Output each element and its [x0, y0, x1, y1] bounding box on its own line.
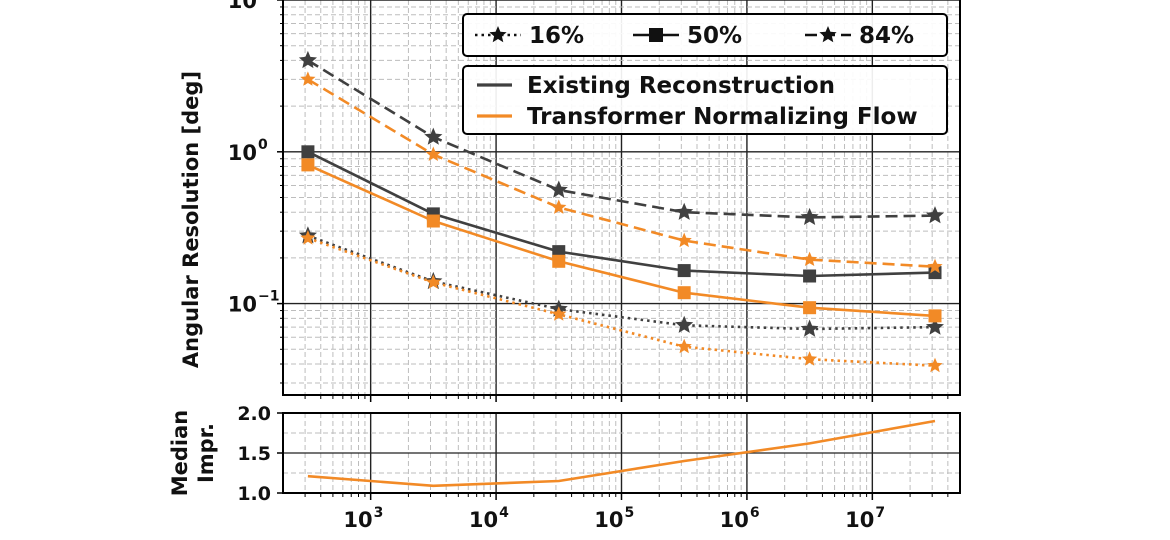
star-marker: [927, 258, 943, 274]
series-line: [307, 150, 936, 278]
x-tick-exponent: 6: [750, 505, 760, 521]
ratio-line: [307, 419, 936, 488]
x-tick-exponent: 4: [499, 505, 509, 521]
y-tick-exponent: −1: [258, 289, 279, 305]
y-tick-label: 10: [228, 141, 257, 165]
y-tick-label: 10: [228, 293, 257, 317]
x-tick-label: 10: [845, 508, 874, 532]
star-marker: [424, 127, 443, 145]
square-marker: [301, 145, 315, 159]
star-marker: [425, 146, 441, 161]
square-marker: [803, 269, 817, 283]
star-marker: [800, 207, 819, 225]
star-marker: [549, 180, 568, 198]
star-marker: [676, 232, 692, 248]
series-line: [307, 78, 936, 268]
main-plot-series: [298, 50, 944, 373]
square-marker: [301, 158, 315, 172]
legend-square-marker: [649, 28, 663, 42]
series-line: [307, 163, 936, 318]
ratio-plot-ticks: 10 3 10 4 10 5 10 6 10 71.01.52.0: [237, 403, 949, 532]
star-marker: [675, 315, 694, 333]
series-line: [307, 236, 936, 367]
legend-method-label: Transformer Normalizing Flow: [527, 104, 918, 130]
star-marker: [300, 230, 316, 245]
ratio-plot-series: [307, 419, 936, 488]
quantile-legend: 16% 50% 84%: [462, 13, 948, 57]
x-tick-label: 10: [343, 508, 372, 532]
square-marker: [552, 254, 566, 268]
x-tick-label: 10: [469, 508, 498, 532]
ratio-y-axis-label-line: Impr.: [194, 423, 218, 483]
square-marker: [928, 309, 942, 323]
ratio-y-axis-label-line: Median: [168, 410, 192, 497]
method-legend: Existing Reconstruction Transformer Norma…: [462, 65, 948, 135]
star-marker: [300, 71, 316, 86]
y-tick-label: 2.0: [237, 403, 271, 425]
legend-quantile-label: 84%: [859, 23, 914, 49]
star-marker: [551, 306, 567, 321]
star-marker: [927, 357, 943, 373]
star-marker: [802, 251, 818, 266]
star-marker: [551, 199, 567, 214]
star-marker: [298, 50, 317, 69]
main-plot-grid: [283, 0, 960, 395]
y-tick-label: 1.0: [237, 483, 271, 505]
x-tick-label: 10: [720, 508, 749, 532]
star-marker: [926, 206, 944, 224]
main-plot-ticks: 10−1100101: [228, 0, 949, 402]
square-marker: [803, 301, 817, 315]
star-marker: [926, 317, 944, 335]
legend-quantile-label: 50%: [687, 23, 742, 49]
square-marker: [426, 214, 440, 228]
legend-box: [462, 13, 948, 57]
series-line: [307, 59, 936, 219]
star-marker: [800, 319, 819, 337]
y-tick-exponent: 1: [258, 0, 268, 1]
x-tick-exponent: 5: [625, 505, 635, 521]
star-marker: [425, 274, 441, 289]
legend-method-label: Existing Reconstruction: [527, 73, 835, 99]
legend-star-marker: [489, 26, 507, 43]
legend-star-marker: [819, 26, 837, 43]
series-line: [307, 234, 936, 331]
star-marker: [675, 202, 694, 220]
x-tick-label: 10: [594, 508, 623, 532]
legend-box: [462, 65, 948, 135]
y-tick-label: 10: [228, 0, 257, 13]
star-marker: [676, 338, 692, 354]
x-tick-exponent: 7: [875, 505, 885, 521]
square-marker: [677, 264, 691, 278]
x-tick-exponent: 3: [374, 505, 384, 521]
ratio-y-axis-label: Median Impr.: [168, 410, 218, 497]
star-marker: [802, 351, 818, 366]
y-tick-exponent: 0: [258, 137, 268, 153]
legend-quantile-label: 16%: [529, 23, 584, 49]
y-tick-label: 1.5: [237, 443, 271, 465]
square-marker: [677, 286, 691, 300]
main-y-axis-label: Angular Resolution [deg]: [179, 71, 203, 368]
